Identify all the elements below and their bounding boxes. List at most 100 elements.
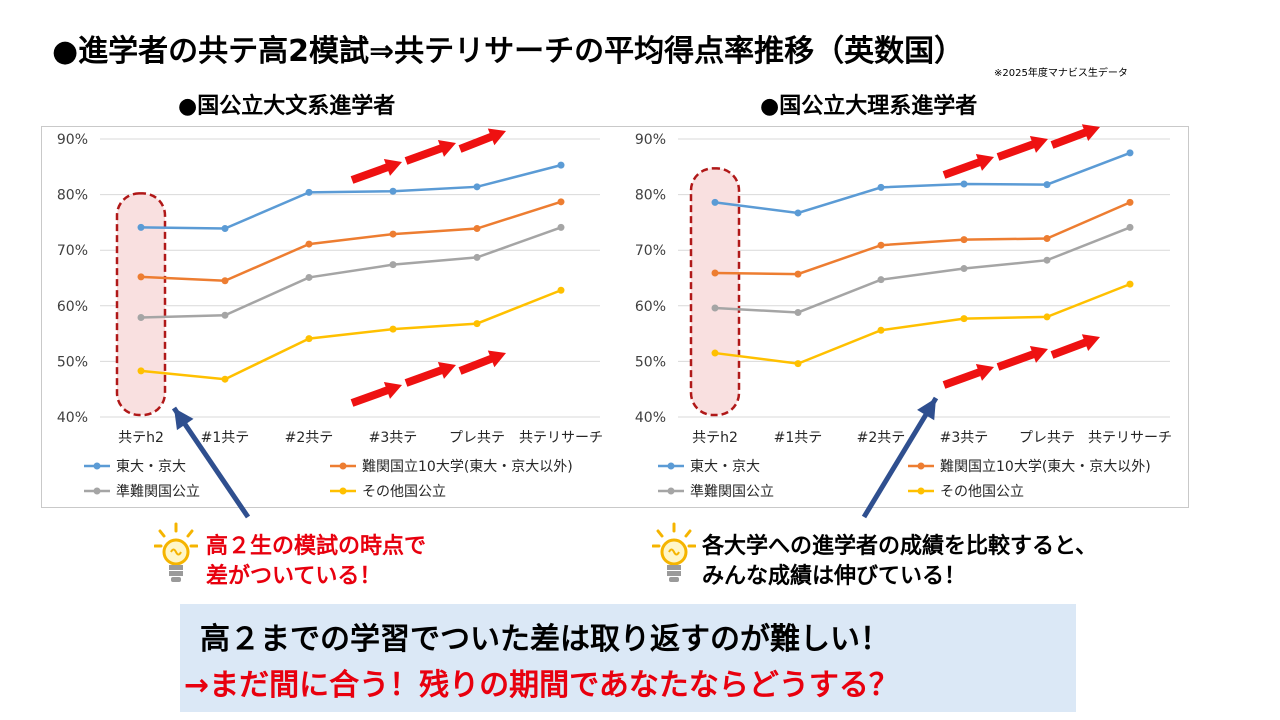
chart-title-humanities: ●国公立大文系進学者 bbox=[178, 94, 396, 119]
x-tick-label: 共テリサーチ bbox=[1088, 430, 1172, 446]
legend-marker bbox=[93, 487, 101, 495]
x-tick-label: #1共テ bbox=[201, 430, 250, 446]
data-point bbox=[473, 225, 481, 233]
trend-arrow bbox=[404, 139, 456, 165]
data-point bbox=[794, 209, 802, 217]
data-point bbox=[389, 230, 397, 238]
y-tick-label: 80% bbox=[57, 188, 88, 204]
data-point bbox=[305, 335, 313, 343]
trend-arrow bbox=[1050, 124, 1100, 149]
x-tick-label: #2共テ bbox=[285, 430, 334, 446]
x-tick-label: #3共テ bbox=[940, 430, 989, 446]
data-point bbox=[137, 273, 145, 281]
y-tick-label: 80% bbox=[635, 188, 666, 204]
data-point bbox=[473, 183, 481, 191]
data-point bbox=[794, 270, 802, 278]
conclusion-line1: 高２までの学習でついた差は取り返すのが難しい！ bbox=[200, 622, 890, 657]
data-point bbox=[1043, 181, 1051, 189]
lightbulb-icon bbox=[154, 522, 198, 582]
data-point bbox=[960, 236, 968, 244]
data-point bbox=[305, 188, 313, 196]
legend-entry: 準難関国公立 bbox=[116, 484, 200, 500]
x-tick-label: プレ共テ bbox=[449, 430, 505, 446]
data-point bbox=[877, 326, 885, 334]
y-tick-label: 40% bbox=[57, 410, 88, 426]
x-tick-label: プレ共テ bbox=[1019, 430, 1075, 446]
legend-marker bbox=[917, 487, 925, 495]
series-line bbox=[714, 226, 1131, 314]
data-point bbox=[473, 320, 481, 328]
legend-entry: 東大・京大 bbox=[116, 459, 186, 475]
trend-arrow bbox=[996, 135, 1048, 161]
data-point bbox=[1043, 235, 1051, 243]
trend-arrow bbox=[942, 363, 994, 389]
data-point bbox=[1043, 256, 1051, 264]
y-tick-label: 90% bbox=[635, 132, 666, 148]
x-tick-label: 共テh2 bbox=[118, 430, 164, 446]
legend-entry: 東大・京大 bbox=[690, 459, 760, 475]
legend-marker bbox=[667, 462, 675, 470]
series-line bbox=[140, 289, 562, 381]
data-point bbox=[877, 241, 885, 249]
callout-left: 高２生の模試の時点で 差がついている！ bbox=[206, 532, 426, 592]
callout-left-line1: 高２生の模試の時点で bbox=[206, 534, 427, 559]
x-tick-label: #2共テ bbox=[857, 430, 906, 446]
y-tick-label: 60% bbox=[57, 299, 88, 315]
series-line bbox=[140, 226, 562, 319]
data-point bbox=[711, 349, 719, 357]
data-point bbox=[389, 261, 397, 269]
data-point bbox=[794, 360, 802, 368]
series-line bbox=[140, 163, 562, 230]
legend-entry: 難関国立10大学(東大・京大以外) bbox=[940, 459, 1151, 475]
series-line bbox=[714, 151, 1131, 215]
conclusion-line2: →まだ間に合う！残りの期間であなたならどうする？ bbox=[184, 668, 899, 703]
series-line bbox=[714, 282, 1131, 365]
data-point bbox=[1126, 198, 1134, 206]
y-tick-label: 50% bbox=[635, 354, 666, 370]
trend-arrow bbox=[1050, 334, 1100, 359]
legend-marker bbox=[339, 487, 347, 495]
data-point bbox=[960, 265, 968, 273]
data-point bbox=[1126, 149, 1134, 157]
callout-right-line1: 各大学への進学者の成績を比較すると、 bbox=[702, 534, 1098, 559]
first-mock-highlight bbox=[115, 192, 167, 417]
pointer-arrow-head bbox=[917, 398, 936, 421]
data-point bbox=[557, 161, 565, 169]
data-point bbox=[877, 276, 885, 284]
y-tick-label: 70% bbox=[57, 243, 88, 259]
series-line bbox=[140, 200, 562, 283]
data-point bbox=[389, 325, 397, 333]
page-title: ●進学者の共テ高2模試⇒共テリサーチの平均得点率推移（英数国） bbox=[52, 34, 965, 69]
y-tick-label: 50% bbox=[57, 354, 88, 370]
data-point bbox=[221, 375, 229, 383]
data-point bbox=[1126, 280, 1134, 288]
chart-title-sciences: ●国公立大理系進学者 bbox=[760, 94, 978, 119]
x-tick-label: #1共テ bbox=[774, 430, 823, 446]
legend-marker bbox=[917, 462, 925, 470]
y-tick-label: 40% bbox=[635, 410, 666, 426]
data-point bbox=[137, 223, 145, 231]
data-point bbox=[137, 313, 145, 321]
x-tick-label: #3共テ bbox=[369, 430, 418, 446]
pointer-arrow bbox=[861, 396, 939, 519]
pointer-arrow-head bbox=[174, 408, 194, 431]
data-point bbox=[711, 304, 719, 312]
data-point bbox=[1126, 223, 1134, 231]
lightbulb-icon bbox=[652, 522, 696, 582]
pointer-arrow bbox=[171, 406, 251, 519]
data-point bbox=[794, 308, 802, 316]
data-point bbox=[557, 223, 565, 231]
data-point bbox=[557, 198, 565, 206]
series-line bbox=[714, 201, 1131, 276]
data-point bbox=[221, 311, 229, 319]
data-point bbox=[960, 315, 968, 323]
y-tick-label: 60% bbox=[635, 299, 666, 315]
callout-right-line2: みんな成績は伸びている！ bbox=[702, 564, 967, 589]
data-point bbox=[473, 253, 481, 261]
trend-arrow bbox=[458, 128, 506, 153]
data-point bbox=[389, 187, 397, 195]
conclusion-box bbox=[180, 604, 1076, 712]
